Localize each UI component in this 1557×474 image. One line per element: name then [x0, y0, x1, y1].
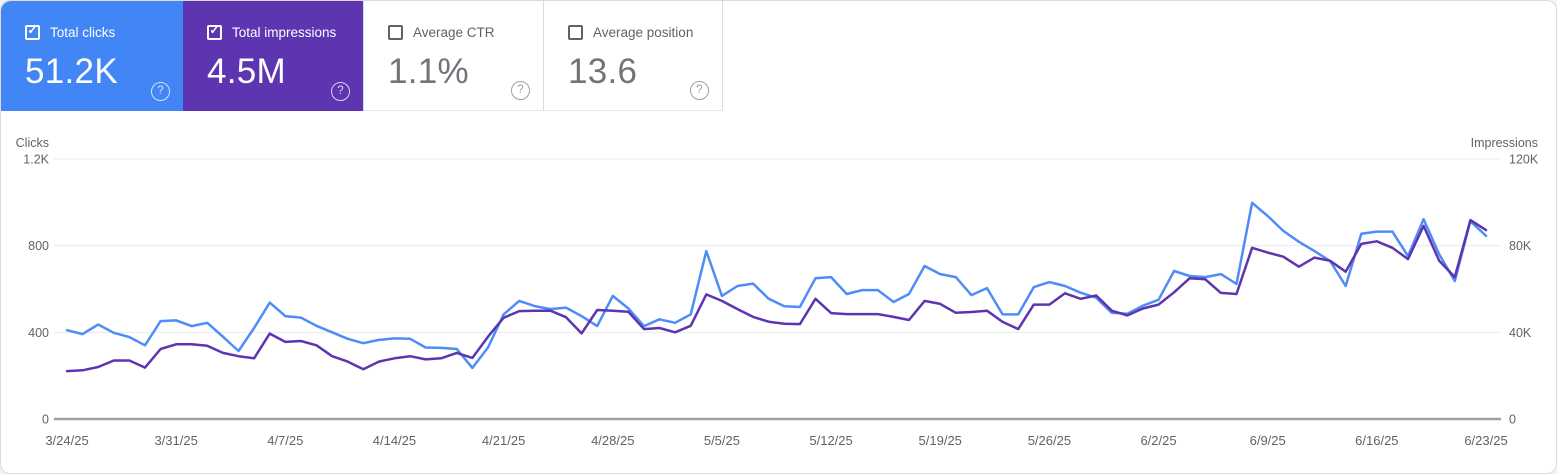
y-axis-tick-left: 800 — [28, 239, 49, 253]
x-axis-tick: 4/21/25 — [482, 433, 525, 448]
x-axis-tick: 5/12/25 — [809, 433, 852, 448]
card-total-clicks[interactable]: Total clicks 51.2K ? — [1, 1, 183, 111]
x-axis-tick: 5/26/25 — [1028, 433, 1071, 448]
y-axis-tick-right: 40K — [1509, 326, 1532, 340]
x-axis-tick: 4/28/25 — [591, 433, 634, 448]
card-average-position[interactable]: Average position 13.6 ? — [543, 1, 723, 111]
help-icon[interactable]: ? — [690, 81, 709, 100]
total-impressions-checkbox[interactable] — [207, 23, 222, 40]
card-value: 4.5M — [207, 52, 287, 91]
impressions-line[interactable] — [65, 218, 1488, 373]
y-axis-tick-left: 1.2K — [23, 153, 49, 167]
x-axis-tick: 6/2/25 — [1140, 433, 1176, 448]
x-axis-tick: 4/14/25 — [373, 433, 416, 448]
x-axis-tick: 4/7/25 — [267, 433, 303, 448]
card-value: 1.1% — [388, 52, 469, 91]
left-axis-title: Clicks — [16, 136, 49, 150]
y-axis-tick-right: 80K — [1509, 239, 1532, 253]
card-label: Average CTR — [413, 25, 495, 40]
average-ctr-checkbox[interactable] — [388, 25, 403, 40]
x-axis-tick: 5/5/25 — [704, 433, 740, 448]
card-total-impressions[interactable]: Total impressions 4.5M ? — [183, 1, 363, 111]
help-icon[interactable]: ? — [331, 82, 350, 101]
card-label: Total clicks — [50, 25, 116, 40]
x-axis-tick: 6/16/25 — [1355, 433, 1398, 448]
x-axis-tick: 5/19/25 — [919, 433, 962, 448]
clicks-line[interactable] — [65, 201, 1488, 370]
help-icon[interactable]: ? — [511, 81, 530, 100]
metric-cards: Total clicks 51.2K ? Total impressions 4… — [1, 1, 723, 111]
x-axis-tick: 3/31/25 — [154, 433, 197, 448]
card-value: 13.6 — [568, 52, 638, 91]
card-average-ctr[interactable]: Average CTR 1.1% ? — [363, 1, 543, 111]
total-clicks-checkbox[interactable] — [25, 23, 40, 40]
card-label: Average position — [593, 25, 694, 40]
average-position-checkbox[interactable] — [568, 25, 583, 40]
card-label: Total impressions — [232, 25, 337, 40]
x-axis-tick: 3/24/25 — [45, 433, 88, 448]
y-axis-tick-right: 0 — [1509, 413, 1516, 427]
card-value: 51.2K — [25, 52, 118, 91]
y-axis-tick-left: 0 — [42, 413, 49, 427]
right-axis-title: Impressions — [1471, 136, 1538, 150]
x-axis-tick: 6/9/25 — [1250, 433, 1286, 448]
help-icon[interactable]: ? — [151, 82, 170, 101]
y-axis-tick-left: 400 — [28, 326, 49, 340]
x-axis-tick: 6/23/25 — [1464, 433, 1507, 448]
y-axis-tick-right: 120K — [1509, 153, 1539, 167]
